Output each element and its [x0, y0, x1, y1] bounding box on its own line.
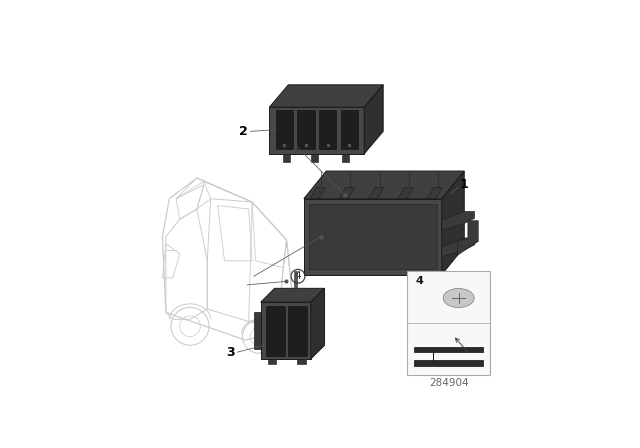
- Polygon shape: [294, 271, 297, 289]
- Polygon shape: [287, 306, 307, 356]
- Polygon shape: [458, 221, 478, 255]
- Text: 2: 2: [239, 125, 248, 138]
- Polygon shape: [339, 188, 355, 198]
- Ellipse shape: [443, 289, 474, 307]
- Polygon shape: [442, 171, 464, 275]
- Bar: [407, 271, 490, 375]
- Polygon shape: [309, 204, 436, 269]
- Polygon shape: [319, 110, 337, 149]
- Polygon shape: [442, 238, 475, 257]
- Polygon shape: [311, 154, 317, 163]
- Polygon shape: [276, 110, 293, 149]
- Polygon shape: [310, 188, 325, 198]
- Polygon shape: [254, 313, 260, 349]
- Polygon shape: [260, 289, 324, 302]
- FancyArrowPatch shape: [456, 338, 468, 352]
- Text: 284904: 284904: [429, 378, 468, 388]
- Polygon shape: [268, 359, 276, 364]
- Polygon shape: [398, 188, 413, 198]
- Polygon shape: [311, 289, 324, 359]
- Polygon shape: [260, 302, 311, 359]
- Polygon shape: [304, 171, 464, 198]
- Text: 1: 1: [460, 178, 468, 191]
- Polygon shape: [283, 154, 290, 163]
- Polygon shape: [442, 211, 475, 230]
- Text: 3: 3: [227, 346, 235, 359]
- Polygon shape: [340, 110, 358, 149]
- Polygon shape: [266, 306, 285, 356]
- Polygon shape: [297, 110, 315, 149]
- Polygon shape: [427, 188, 442, 198]
- Polygon shape: [414, 347, 483, 366]
- Text: 4: 4: [415, 276, 424, 285]
- Polygon shape: [369, 188, 384, 198]
- Polygon shape: [269, 85, 383, 107]
- Polygon shape: [304, 198, 442, 275]
- Polygon shape: [364, 85, 383, 154]
- Text: 4: 4: [294, 271, 301, 281]
- Polygon shape: [297, 359, 305, 364]
- Polygon shape: [342, 154, 349, 163]
- Polygon shape: [269, 107, 364, 154]
